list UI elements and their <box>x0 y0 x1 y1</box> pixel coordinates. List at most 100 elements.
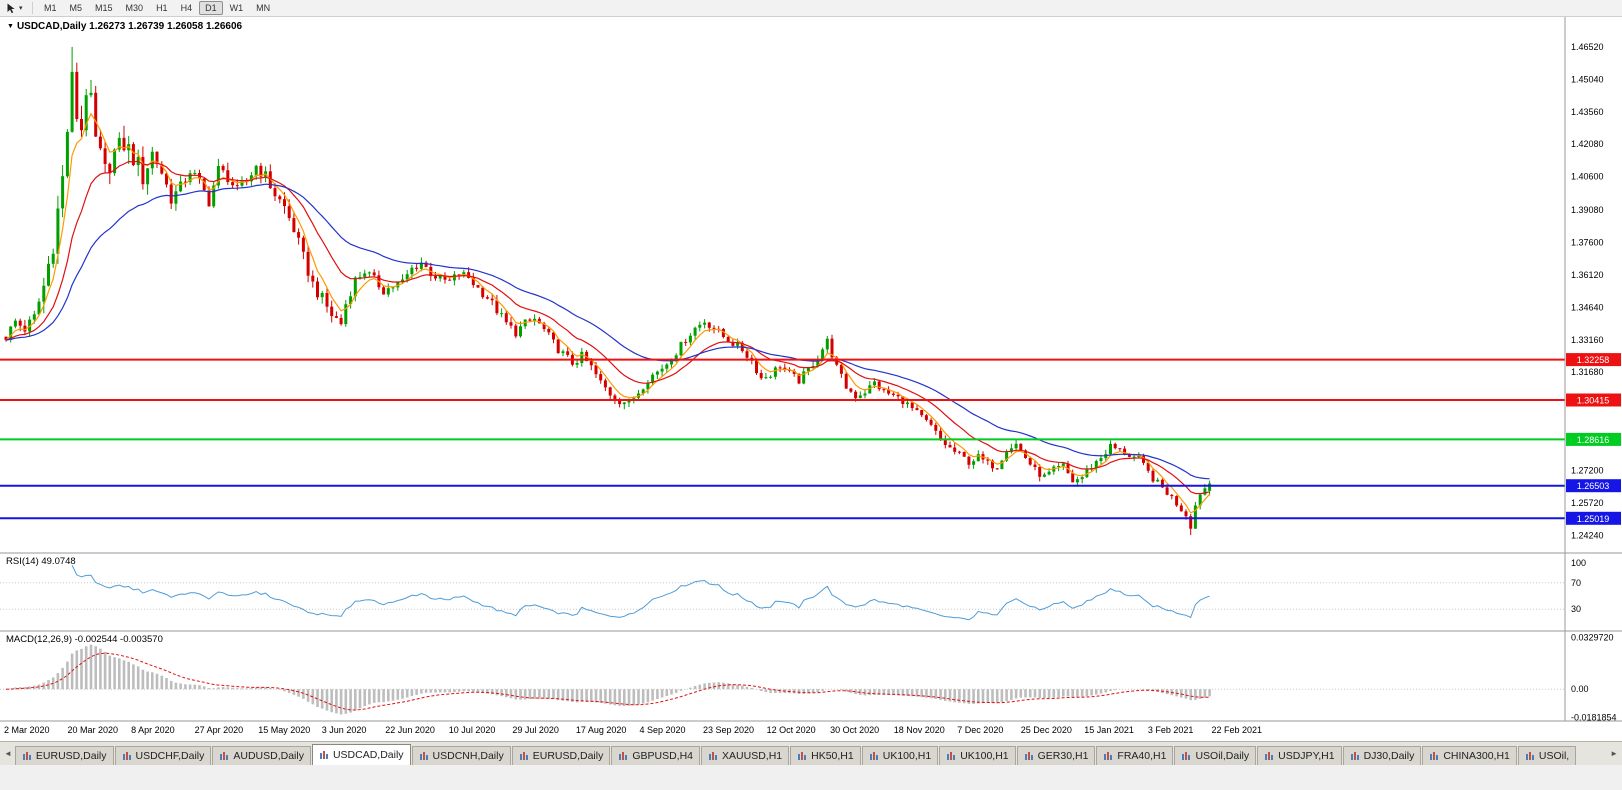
svg-text:0.0329720: 0.0329720 <box>1571 633 1614 643</box>
tab-chart-icon <box>419 752 428 760</box>
tab-chart-icon <box>798 752 807 760</box>
timeframe-button-h4[interactable]: H4 <box>180 3 193 13</box>
timeframe-button-mn[interactable]: MN <box>256 3 271 13</box>
svg-text:15 Jan 2021: 15 Jan 2021 <box>1084 725 1134 735</box>
svg-text:10 Jul 2020: 10 Jul 2020 <box>449 725 496 735</box>
macd-axis-ticks[interactable]: 0.0329720 0.00 -0.0181854 <box>1571 633 1617 723</box>
tab-chart-icon <box>1430 752 1439 760</box>
chart-tab-eurusd-daily[interactable]: EURUSD,Daily <box>511 746 611 765</box>
svg-text:12 Oct 2020: 12 Oct 2020 <box>767 725 816 735</box>
macd-signal-line <box>5 652 1210 711</box>
tab-scroll-right-icon[interactable]: ► <box>1610 749 1618 758</box>
chart-tab-uk100-h1[interactable]: UK100,H1 <box>861 746 939 765</box>
svg-text:1.27200: 1.27200 <box>1571 466 1604 476</box>
timeframe-button-d1[interactable]: D1 <box>199 1 223 15</box>
chart-tab-uk100-h1[interactable]: UK100,H1 <box>939 746 1016 765</box>
ma-line-34 <box>5 183 1210 480</box>
dropdown-triangle-icon[interactable]: ▼ <box>7 22 14 30</box>
tab-chart-icon <box>1350 752 1359 760</box>
chart-tab-fra40-h1[interactable]: FRA40,H1 <box>1096 746 1174 765</box>
chart-tab-audusd-daily[interactable]: AUDUSD,Daily <box>212 746 311 765</box>
svg-text:1.34640: 1.34640 <box>1571 302 1604 312</box>
svg-text:70: 70 <box>1571 578 1581 588</box>
tab-chart-icon <box>1024 752 1033 760</box>
timeframe-button-m15[interactable]: M15 <box>95 3 113 13</box>
rsi-axis-ticks[interactable]: 100 70 30 <box>1571 558 1586 614</box>
hline-1.30415[interactable]: 1.30415 <box>0 393 1621 407</box>
ma-line-5 <box>5 112 1211 514</box>
price-chart-svg[interactable]: 1.32258 1.30415 1.28616 1.26503 1.250191.465… <box>0 17 1622 741</box>
svg-text:3 Jun 2020: 3 Jun 2020 <box>322 725 367 735</box>
svg-text:1.26503: 1.26503 <box>1577 481 1610 491</box>
tab-label: HK50,H1 <box>811 750 854 762</box>
svg-text:22 Feb 2021: 22 Feb 2021 <box>1212 725 1263 735</box>
svg-text:1.33160: 1.33160 <box>1571 335 1604 345</box>
svg-text:22 Jun 2020: 22 Jun 2020 <box>385 725 435 735</box>
chart-tab-usoil-daily[interactable]: USOil,Daily <box>1174 746 1257 765</box>
timeframe-button-m30[interactable]: M30 <box>125 3 144 13</box>
chevron-down-icon[interactable]: ▾ <box>19 5 23 12</box>
chart-area[interactable]: ▼ USDCAD,Daily 1.26273 1.26739 1.26058 1… <box>0 17 1622 741</box>
svg-text:8 Apr 2020: 8 Apr 2020 <box>131 725 175 735</box>
chart-tab-gbpusd-h4[interactable]: GBPUSD,H4 <box>611 746 701 765</box>
tab-label: UK100,H1 <box>882 750 932 762</box>
tab-label: EURUSD,Daily <box>35 750 107 762</box>
hline-1.25019[interactable]: 1.25019 <box>0 511 1621 525</box>
chart-tab-hk50-h1[interactable]: HK50,H1 <box>790 746 861 765</box>
svg-text:1.30415: 1.30415 <box>1577 396 1610 406</box>
chart-tab-eurusd-daily[interactable]: EURUSD,Daily <box>14 746 114 765</box>
svg-text:1.42080: 1.42080 <box>1571 139 1604 149</box>
timeframe-button-m1[interactable]: M1 <box>44 3 57 13</box>
bottom-strip <box>0 765 1622 790</box>
pane-separators[interactable] <box>0 17 1622 722</box>
chart-tab-usoil[interactable]: USOil, <box>1517 746 1577 765</box>
svg-text:1.28616: 1.28616 <box>1577 435 1610 445</box>
svg-text:23 Sep 2020: 23 Sep 2020 <box>703 725 754 735</box>
tab-label: FRA40,H1 <box>1117 750 1167 762</box>
svg-text:2 Mar 2020: 2 Mar 2020 <box>4 725 50 735</box>
timeframe-button-m5[interactable]: M5 <box>69 3 83 13</box>
chart-tab-bar: ◄ EURUSD,Daily USDCHF,Daily AUDUSD,Daily US… <box>0 741 1622 765</box>
chart-symbol-ohlc-header: ▼ USDCAD,Daily 1.26273 1.26739 1.26058 1… <box>7 21 242 32</box>
svg-text:1.25019: 1.25019 <box>1577 514 1610 524</box>
symbol-ohlc-text: USDCAD,Daily 1.26273 1.26739 1.26058 1.2… <box>16 21 243 32</box>
chart-tab-xauusd-h1[interactable]: XAUUSD,H1 <box>701 746 790 765</box>
chart-tabs: EURUSD,Daily USDCHF,Daily AUDUSD,Daily USDC… <box>14 744 1607 765</box>
svg-text:30: 30 <box>1571 604 1581 614</box>
cursor-icon[interactable] <box>4 1 18 15</box>
hline-1.28616[interactable]: 1.28616 <box>0 432 1621 446</box>
hline-1.32258[interactable]: 1.32258 <box>0 353 1621 367</box>
tab-label: USDCNH,Daily <box>432 750 504 762</box>
rsi-label: RSI(14) 49.0748 <box>6 556 76 567</box>
svg-text:4 Sep 2020: 4 Sep 2020 <box>640 725 686 735</box>
tab-chart-icon <box>1265 752 1274 760</box>
chart-tab-ger30-h1[interactable]: GER30,H1 <box>1016 746 1096 765</box>
hline-1.26503[interactable]: 1.26503 <box>0 479 1621 493</box>
svg-text:0.00: 0.00 <box>1571 684 1589 694</box>
timeframe-button-h1[interactable]: H1 <box>156 3 168 13</box>
tab-label: USDJPY,H1 <box>1278 750 1335 762</box>
svg-text:27 Apr 2020: 27 Apr 2020 <box>195 725 244 735</box>
tab-chart-icon <box>319 751 328 759</box>
tab-label: AUDUSD,Daily <box>233 750 304 762</box>
tab-chart-icon <box>709 752 718 760</box>
tab-scroll-left-icon[interactable]: ◄ <box>4 749 12 758</box>
chart-tab-usdchf-daily[interactable]: USDCHF,Daily <box>114 746 212 765</box>
price-axis-ticks[interactable]: 1.46520 1.45040 1.43560 1.42080 1.40600 1.390… <box>1571 42 1604 541</box>
chart-tab-usdcad-daily[interactable]: USDCAD,Daily <box>311 744 411 765</box>
svg-text:-0.0181854: -0.0181854 <box>1571 713 1617 723</box>
date-axis[interactable]: 2 Mar 2020 20 Mar 2020 8 Apr 2020 27 Apr 20… <box>4 725 1262 735</box>
svg-text:3 Feb 2021: 3 Feb 2021 <box>1148 725 1194 735</box>
tab-label: DJ30,Daily <box>1363 750 1415 762</box>
chart-tab-dj30-daily[interactable]: DJ30,Daily <box>1342 746 1422 765</box>
svg-text:18 Nov 2020: 18 Nov 2020 <box>894 725 945 735</box>
svg-text:7 Dec 2020: 7 Dec 2020 <box>957 725 1003 735</box>
chart-tab-usdcnh-daily[interactable]: USDCNH,Daily <box>411 746 511 765</box>
svg-text:1.45040: 1.45040 <box>1571 74 1604 84</box>
tab-label: CHINA300,H1 <box>1443 750 1510 762</box>
tab-chart-icon <box>519 752 528 760</box>
chart-tab-china300-h1[interactable]: CHINA300,H1 <box>1422 746 1517 765</box>
chart-tab-usdjpy-h1[interactable]: USDJPY,H1 <box>1257 746 1342 765</box>
timeframe-button-w1[interactable]: W1 <box>229 3 244 13</box>
tab-chart-icon <box>619 752 628 760</box>
